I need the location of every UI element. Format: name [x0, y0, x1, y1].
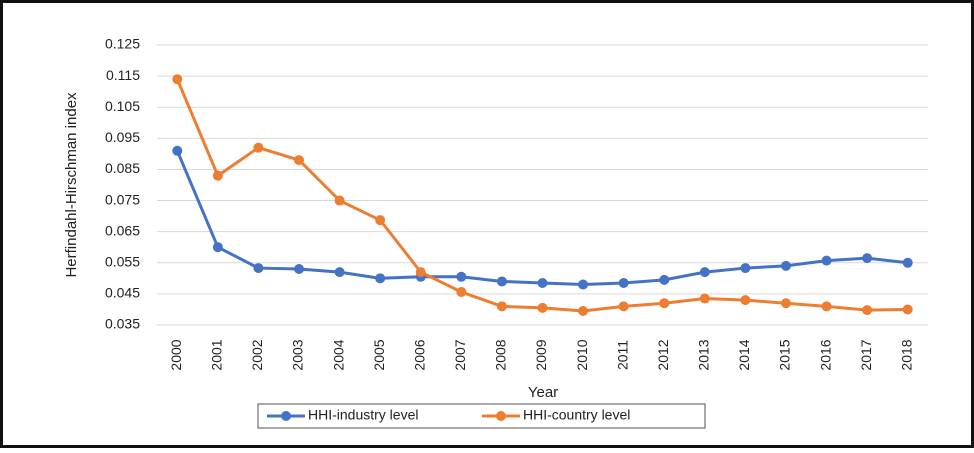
x-tick-label: 2009	[533, 339, 549, 370]
y-tick-label: 0.115	[106, 67, 140, 83]
data-point	[578, 306, 589, 316]
x-tick-label: 2003	[290, 339, 306, 370]
x-tick-label: 2018	[898, 339, 914, 370]
data-point	[618, 301, 629, 312]
data-point	[334, 195, 345, 206]
data-point	[659, 274, 670, 285]
data-point	[659, 298, 670, 309]
y-tick-label: 0.085	[105, 160, 140, 176]
data-point	[862, 253, 873, 264]
data-point	[456, 271, 467, 282]
x-tick-label: 2004	[330, 339, 346, 370]
x-tick-label: 2002	[249, 339, 265, 370]
x-tick-label: 2011	[614, 340, 630, 370]
data-point	[780, 260, 791, 271]
y-tick-label: 0.075	[105, 191, 140, 207]
legend-label: HHI-country level	[523, 407, 630, 423]
data-point	[294, 155, 305, 166]
x-tick-label: 2012	[655, 339, 671, 370]
x-tick-label: 2014	[736, 339, 752, 370]
data-point	[172, 145, 183, 156]
y-tick-label: 0.125	[105, 36, 140, 52]
legend-marker	[496, 411, 506, 421]
x-tick-label: 2008	[493, 339, 509, 370]
data-point	[212, 170, 223, 181]
x-tick-label: 2001	[209, 339, 225, 370]
data-point	[699, 267, 710, 278]
x-tick-label: 2006	[411, 339, 427, 370]
data-point	[375, 215, 386, 226]
x-axis-label: Year	[528, 384, 558, 401]
data-point	[253, 263, 264, 274]
x-tick-label: 2016	[817, 339, 833, 370]
y-tick-label: 0.035	[105, 316, 140, 332]
y-tick-label: 0.065	[105, 222, 140, 238]
data-point	[415, 267, 426, 278]
y-tick-label: 0.105	[105, 98, 140, 114]
data-point	[172, 74, 183, 85]
legend-box	[257, 403, 706, 429]
y-tick-label: 0.045	[105, 285, 140, 301]
data-point	[212, 242, 223, 253]
data-point	[902, 304, 913, 315]
y-tick-label: 0.055	[105, 253, 140, 269]
y-tick-label: 0.095	[105, 129, 140, 145]
x-tick-label: 2017	[858, 339, 874, 370]
data-point	[902, 257, 913, 268]
data-point	[456, 287, 467, 298]
data-point	[740, 263, 751, 274]
data-point	[780, 298, 791, 309]
x-tick-label: 2015	[777, 339, 793, 370]
x-tick-label: 2000	[168, 339, 184, 370]
data-point	[294, 264, 305, 274]
data-point	[740, 295, 751, 306]
data-point	[537, 278, 548, 288]
data-point	[496, 276, 507, 287]
data-point	[375, 273, 386, 284]
data-point	[821, 301, 832, 312]
x-tick-label: 2010	[574, 339, 590, 370]
data-point	[253, 142, 264, 153]
data-point	[618, 278, 629, 288]
x-tick-label: 2013	[696, 339, 712, 370]
legend-label: HHI-industry level	[308, 407, 418, 423]
data-point	[537, 302, 548, 313]
data-point	[699, 293, 710, 304]
data-point	[578, 279, 589, 290]
data-point	[862, 305, 873, 316]
y-axis-label: Herfindahl-Hirschman index	[63, 92, 80, 278]
x-tick-label: 2005	[371, 339, 387, 370]
data-point	[496, 301, 507, 312]
legend-marker	[281, 411, 291, 421]
data-point	[334, 267, 345, 278]
x-tick-label: 2007	[452, 339, 468, 370]
data-point	[821, 255, 832, 266]
